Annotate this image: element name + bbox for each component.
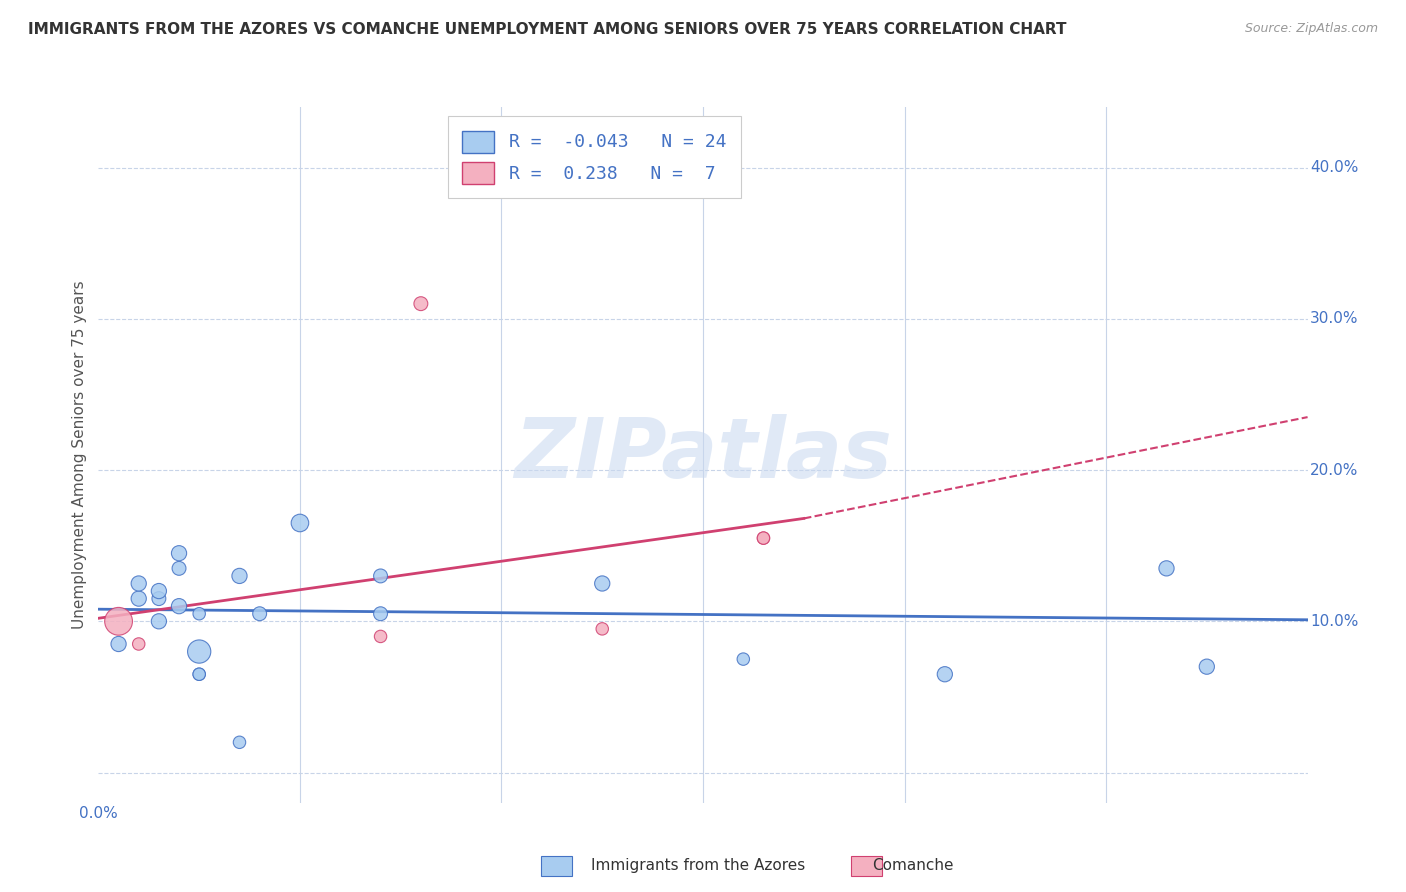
- Text: IMMIGRANTS FROM THE AZORES VS COMANCHE UNEMPLOYMENT AMONG SENIORS OVER 75 YEARS : IMMIGRANTS FROM THE AZORES VS COMANCHE U…: [28, 22, 1067, 37]
- Text: 30.0%: 30.0%: [1310, 311, 1358, 326]
- Point: [188, 667, 211, 681]
- Point: [733, 652, 755, 666]
- Point: [752, 531, 775, 545]
- Point: [409, 296, 432, 310]
- Point: [228, 735, 250, 749]
- Text: ZIPatlas: ZIPatlas: [515, 415, 891, 495]
- Point: [752, 531, 775, 545]
- Text: 10.0%: 10.0%: [1310, 614, 1358, 629]
- Legend: R =  -0.043   N = 24, R =  0.238   N =  7: R = -0.043 N = 24, R = 0.238 N = 7: [447, 116, 741, 198]
- Point: [188, 644, 211, 658]
- Point: [188, 667, 211, 681]
- Point: [128, 637, 150, 651]
- Text: 0.0%: 0.0%: [79, 806, 118, 822]
- Text: Immigrants from the Azores: Immigrants from the Azores: [591, 858, 804, 872]
- Text: 40.0%: 40.0%: [1310, 160, 1358, 175]
- Point: [107, 615, 129, 629]
- Point: [167, 599, 190, 614]
- Point: [288, 516, 311, 530]
- Point: [1156, 561, 1178, 575]
- Point: [128, 591, 150, 606]
- Point: [107, 637, 129, 651]
- Point: [591, 576, 613, 591]
- Point: [249, 607, 271, 621]
- Point: [148, 591, 170, 606]
- Point: [591, 622, 613, 636]
- Point: [228, 569, 250, 583]
- Point: [934, 667, 956, 681]
- Point: [1195, 659, 1218, 673]
- Point: [370, 569, 392, 583]
- Point: [370, 629, 392, 643]
- Point: [167, 561, 190, 575]
- Text: 20.0%: 20.0%: [1310, 463, 1358, 477]
- Point: [188, 607, 211, 621]
- Text: Source: ZipAtlas.com: Source: ZipAtlas.com: [1244, 22, 1378, 36]
- Y-axis label: Unemployment Among Seniors over 75 years: Unemployment Among Seniors over 75 years: [72, 281, 87, 629]
- Point: [148, 584, 170, 599]
- Point: [370, 607, 392, 621]
- Point: [167, 546, 190, 560]
- Point: [128, 576, 150, 591]
- Text: Comanche: Comanche: [872, 858, 953, 872]
- Point: [148, 615, 170, 629]
